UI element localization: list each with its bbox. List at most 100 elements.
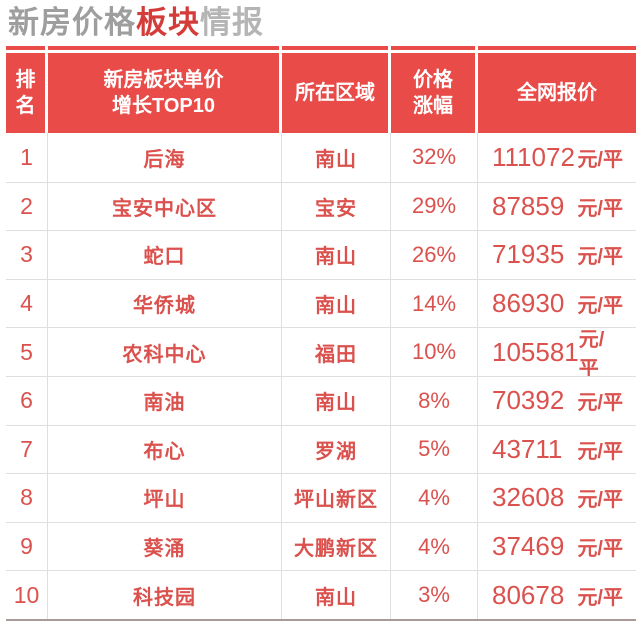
underline-segment <box>48 46 282 50</box>
price-unit: 元/平 <box>577 148 623 171</box>
underline-segment <box>6 46 48 50</box>
rank-cell: 4 <box>6 279 48 328</box>
block-cell: 科技园 <box>48 571 282 619</box>
change-cell: 8% <box>391 376 478 425</box>
price-value: 111072 <box>492 141 575 172</box>
price-unit: 元/平 <box>577 197 623 220</box>
block-cell: 宝安中心区 <box>48 182 282 231</box>
region-cell: 大鹏新区 <box>282 522 391 571</box>
price-cell: 80678 元/平 <box>478 571 636 619</box>
page-title: 新房价格板块情报 <box>6 0 636 44</box>
change-cell: 4% <box>391 522 478 571</box>
change-cell: 3% <box>391 571 478 619</box>
price-cell: 70392 元/平 <box>478 377 636 425</box>
change-cell: 29% <box>391 182 478 231</box>
region-cell: 南山 <box>282 376 391 425</box>
price-cell: 111072 元/平 <box>478 133 636 182</box>
price-value: 37469 <box>492 531 565 562</box>
header-change-line2: 涨幅 <box>413 95 453 117</box>
block-cell: 布心 <box>48 425 282 474</box>
header-block-line1: 新房板块单价 <box>103 69 224 91</box>
price-value: 43711 <box>492 433 563 464</box>
table-row: 10 科技园 南山 3% 80678 元/平 <box>6 570 636 619</box>
region-cell: 南山 <box>282 279 391 328</box>
block-cell: 葵涌 <box>48 522 282 571</box>
table-row: 1 后海 南山 32% 111072 元/平 <box>6 133 636 182</box>
table-row: 6 南油 南山 8% 70392 元/平 <box>6 375 636 425</box>
rank-cell: 6 <box>6 376 48 425</box>
price-unit: 元/平 <box>577 538 623 561</box>
price-unit: 元/平 <box>577 489 623 512</box>
block-cell: 农科中心 <box>48 328 282 376</box>
price-value: 86930 <box>492 288 565 319</box>
region-cell: 南山 <box>282 571 391 619</box>
price-unit: 元/平 <box>577 440 623 463</box>
change-cell: 26% <box>391 231 478 279</box>
table-row: 5 农科中心 福田 10% 105581 元/平 <box>6 327 636 376</box>
price-cell: 32608 元/平 <box>478 474 636 522</box>
block-cell: 华侨城 <box>48 279 282 328</box>
price-cell: 37469 元/平 <box>478 523 636 571</box>
rank-cell: 3 <box>6 231 48 279</box>
rank-cell: 1 <box>6 133 48 182</box>
block-cell: 南油 <box>48 376 282 425</box>
header-block: 新房板块单价 增长TOP10 <box>48 53 282 133</box>
region-cell: 宝安 <box>282 182 391 231</box>
header-change: 价格 涨幅 <box>391 53 478 133</box>
rank-cell: 7 <box>6 425 48 474</box>
table-row: 2 宝安中心区 宝安 29% 87859 元/平 <box>6 181 636 231</box>
table-header-row: 排 名 新房板块单价 增长TOP10 所在区域 价格 涨幅 全网报价 <box>6 53 636 133</box>
table-row: 3 蛇口 南山 26% 71935 元/平 <box>6 230 636 279</box>
price-unit: 元/平 <box>577 392 623 415</box>
header-region: 所在区域 <box>282 53 391 133</box>
price-value: 70392 <box>492 385 565 416</box>
rank-cell: 9 <box>6 522 48 571</box>
header-rank-line1: 排 <box>15 69 36 91</box>
title-underline <box>6 46 636 50</box>
underline-segment <box>282 46 391 50</box>
title-part-price: 新房价格 <box>8 5 136 40</box>
price-value: 80678 <box>492 579 565 610</box>
header-price: 全网报价 <box>478 53 636 133</box>
rank-cell: 5 <box>6 328 48 376</box>
change-cell: 5% <box>391 425 478 474</box>
rank-cell: 2 <box>6 182 48 231</box>
title-part-block: 板块 <box>136 5 200 40</box>
change-cell: 4% <box>391 474 478 522</box>
table-row: 4 华侨城 南山 14% 86930 元/平 <box>6 278 636 328</box>
region-cell: 南山 <box>282 133 391 182</box>
region-cell: 南山 <box>282 231 391 279</box>
header-rank: 排 名 <box>6 53 48 133</box>
region-cell: 坪山新区 <box>282 474 391 522</box>
price-cell: 86930 元/平 <box>478 280 636 328</box>
header-block-line2: 增长TOP10 <box>112 95 215 117</box>
change-cell: 32% <box>391 133 478 182</box>
rank-cell: 10 <box>6 571 48 619</box>
change-cell: 14% <box>391 279 478 328</box>
price-cell: 43711 元/平 <box>478 426 636 474</box>
price-unit: 元/平 <box>578 329 605 376</box>
price-value: 87859 <box>492 190 565 221</box>
price-unit: 元/平 <box>577 246 623 269</box>
region-cell: 福田 <box>282 328 391 376</box>
header-change-line1: 价格 <box>413 69 453 91</box>
price-cell: 105581 元/平 <box>478 328 636 376</box>
underline-segment <box>478 46 636 50</box>
price-value: 105581 <box>492 336 579 367</box>
underline-segment <box>391 46 478 50</box>
block-cell: 坪山 <box>48 474 282 522</box>
table-body: 1 后海 南山 32% 111072 元/平 2 宝安中心区 宝安 29% 87… <box>6 133 636 621</box>
price-unit: 元/平 <box>577 295 623 318</box>
price-unit: 元/平 <box>577 586 623 609</box>
price-value: 32608 <box>492 482 565 513</box>
price-cell: 87859 元/平 <box>478 183 636 231</box>
change-cell: 10% <box>391 328 478 376</box>
table-row: 8 坪山 坪山新区 4% 32608 元/平 <box>6 473 636 522</box>
header-price-label: 全网报价 <box>517 82 597 104</box>
rank-cell: 8 <box>6 474 48 522</box>
title-part-info: 情报 <box>200 5 264 40</box>
table-row: 7 布心 罗湖 5% 43711 元/平 <box>6 424 636 474</box>
block-cell: 蛇口 <box>48 231 282 279</box>
region-cell: 罗湖 <box>282 425 391 474</box>
